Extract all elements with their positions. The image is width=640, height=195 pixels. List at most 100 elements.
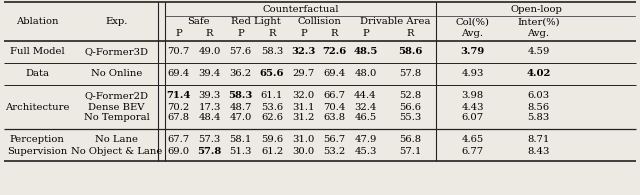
Text: 53.6: 53.6 bbox=[261, 103, 283, 112]
Text: 70.2: 70.2 bbox=[168, 103, 189, 112]
Text: 57.1: 57.1 bbox=[399, 146, 422, 155]
Text: 57.8: 57.8 bbox=[399, 69, 422, 79]
Text: Exp.: Exp. bbox=[106, 18, 128, 27]
Text: 30.0: 30.0 bbox=[292, 146, 315, 155]
Text: Drivable Area: Drivable Area bbox=[360, 18, 430, 27]
Text: 51.3: 51.3 bbox=[229, 146, 252, 155]
Text: P: P bbox=[175, 28, 182, 37]
Text: P: P bbox=[300, 28, 307, 37]
Text: 36.2: 36.2 bbox=[229, 69, 252, 79]
Text: 69.0: 69.0 bbox=[168, 146, 189, 155]
Text: 4.02: 4.02 bbox=[526, 69, 550, 79]
Text: 70.4: 70.4 bbox=[323, 103, 346, 112]
Text: 3.98: 3.98 bbox=[461, 91, 484, 100]
Text: 56.7: 56.7 bbox=[323, 136, 346, 144]
Text: 56.6: 56.6 bbox=[399, 103, 422, 112]
Text: 49.0: 49.0 bbox=[198, 48, 221, 57]
Text: Counterfactual: Counterfactual bbox=[262, 5, 339, 14]
Text: R: R bbox=[331, 28, 339, 37]
Text: 72.6: 72.6 bbox=[323, 48, 347, 57]
Text: 5.83: 5.83 bbox=[527, 113, 550, 122]
Text: 48.7: 48.7 bbox=[229, 103, 252, 112]
Text: 70.7: 70.7 bbox=[168, 48, 189, 57]
Text: 62.6: 62.6 bbox=[261, 113, 283, 122]
Text: 8.43: 8.43 bbox=[527, 146, 550, 155]
Text: 8.56: 8.56 bbox=[527, 103, 550, 112]
Text: Col(%): Col(%) bbox=[456, 18, 490, 27]
Text: Red Light: Red Light bbox=[231, 18, 281, 27]
Text: No Online: No Online bbox=[91, 69, 142, 79]
Text: No Lane: No Lane bbox=[95, 136, 138, 144]
Text: Q-Former2D: Q-Former2D bbox=[84, 91, 148, 100]
Text: 46.5: 46.5 bbox=[355, 113, 376, 122]
Text: R: R bbox=[268, 28, 276, 37]
Text: 31.1: 31.1 bbox=[292, 103, 315, 112]
Text: 56.8: 56.8 bbox=[399, 136, 422, 144]
Text: 58.3: 58.3 bbox=[261, 48, 283, 57]
Text: 61.1: 61.1 bbox=[261, 91, 283, 100]
Text: P: P bbox=[362, 28, 369, 37]
Text: 58.3: 58.3 bbox=[228, 91, 253, 100]
Text: R: R bbox=[205, 28, 213, 37]
Text: 48.0: 48.0 bbox=[355, 69, 377, 79]
Text: Perception: Perception bbox=[10, 136, 65, 144]
Text: 3.79: 3.79 bbox=[460, 48, 484, 57]
Text: 48.5: 48.5 bbox=[353, 48, 378, 57]
Text: 31.0: 31.0 bbox=[292, 136, 315, 144]
Text: Collision: Collision bbox=[297, 18, 341, 27]
Text: 45.3: 45.3 bbox=[355, 146, 377, 155]
Text: 52.8: 52.8 bbox=[399, 91, 422, 100]
Text: 32.4: 32.4 bbox=[355, 103, 377, 112]
Text: 32.0: 32.0 bbox=[292, 91, 315, 100]
Text: Supervision: Supervision bbox=[7, 146, 67, 155]
Text: R: R bbox=[407, 28, 414, 37]
Text: Inter(%): Inter(%) bbox=[517, 18, 560, 27]
Text: 4.43: 4.43 bbox=[461, 103, 484, 112]
Text: 6.77: 6.77 bbox=[461, 146, 484, 155]
Text: 47.0: 47.0 bbox=[229, 113, 252, 122]
Text: 53.2: 53.2 bbox=[323, 146, 346, 155]
Text: 66.7: 66.7 bbox=[323, 91, 346, 100]
Text: 39.3: 39.3 bbox=[198, 91, 221, 100]
Text: 57.6: 57.6 bbox=[229, 48, 252, 57]
Text: 48.4: 48.4 bbox=[198, 113, 221, 122]
Text: Architecture: Architecture bbox=[4, 103, 69, 112]
Text: Ablation: Ablation bbox=[16, 18, 58, 27]
Text: Avg.: Avg. bbox=[461, 28, 483, 37]
Text: 71.4: 71.4 bbox=[166, 91, 191, 100]
Text: Q-Former3D: Q-Former3D bbox=[84, 48, 148, 57]
Text: 67.8: 67.8 bbox=[168, 113, 189, 122]
Text: No Temporal: No Temporal bbox=[84, 113, 149, 122]
Text: Data: Data bbox=[25, 69, 49, 79]
Text: Avg.: Avg. bbox=[527, 28, 550, 37]
Text: Dense BEV: Dense BEV bbox=[88, 103, 145, 112]
Text: 57.3: 57.3 bbox=[198, 136, 221, 144]
Text: 69.4: 69.4 bbox=[323, 69, 346, 79]
Text: 6.03: 6.03 bbox=[527, 91, 550, 100]
Text: 61.2: 61.2 bbox=[261, 146, 283, 155]
Text: Safe: Safe bbox=[187, 18, 209, 27]
Text: 67.7: 67.7 bbox=[168, 136, 189, 144]
Text: 29.7: 29.7 bbox=[292, 69, 315, 79]
Text: 58.6: 58.6 bbox=[398, 48, 422, 57]
Text: 69.4: 69.4 bbox=[168, 69, 189, 79]
Text: 39.4: 39.4 bbox=[198, 69, 221, 79]
Text: 65.6: 65.6 bbox=[260, 69, 284, 79]
Text: 8.71: 8.71 bbox=[527, 136, 550, 144]
Text: 47.9: 47.9 bbox=[355, 136, 377, 144]
Text: 17.3: 17.3 bbox=[198, 103, 221, 112]
Text: 59.6: 59.6 bbox=[261, 136, 283, 144]
Text: 6.07: 6.07 bbox=[461, 113, 484, 122]
Text: 32.3: 32.3 bbox=[291, 48, 316, 57]
Text: Open-loop: Open-loop bbox=[510, 5, 562, 14]
Text: 31.2: 31.2 bbox=[292, 113, 315, 122]
Text: 4.65: 4.65 bbox=[461, 136, 484, 144]
Text: 55.3: 55.3 bbox=[399, 113, 422, 122]
Text: Full Model: Full Model bbox=[10, 48, 64, 57]
Text: 57.8: 57.8 bbox=[197, 146, 221, 155]
Text: 44.4: 44.4 bbox=[354, 91, 377, 100]
Text: No Object & Lane: No Object & Lane bbox=[71, 146, 162, 155]
Text: 58.1: 58.1 bbox=[229, 136, 252, 144]
Text: 4.93: 4.93 bbox=[461, 69, 484, 79]
Text: 63.8: 63.8 bbox=[323, 113, 346, 122]
